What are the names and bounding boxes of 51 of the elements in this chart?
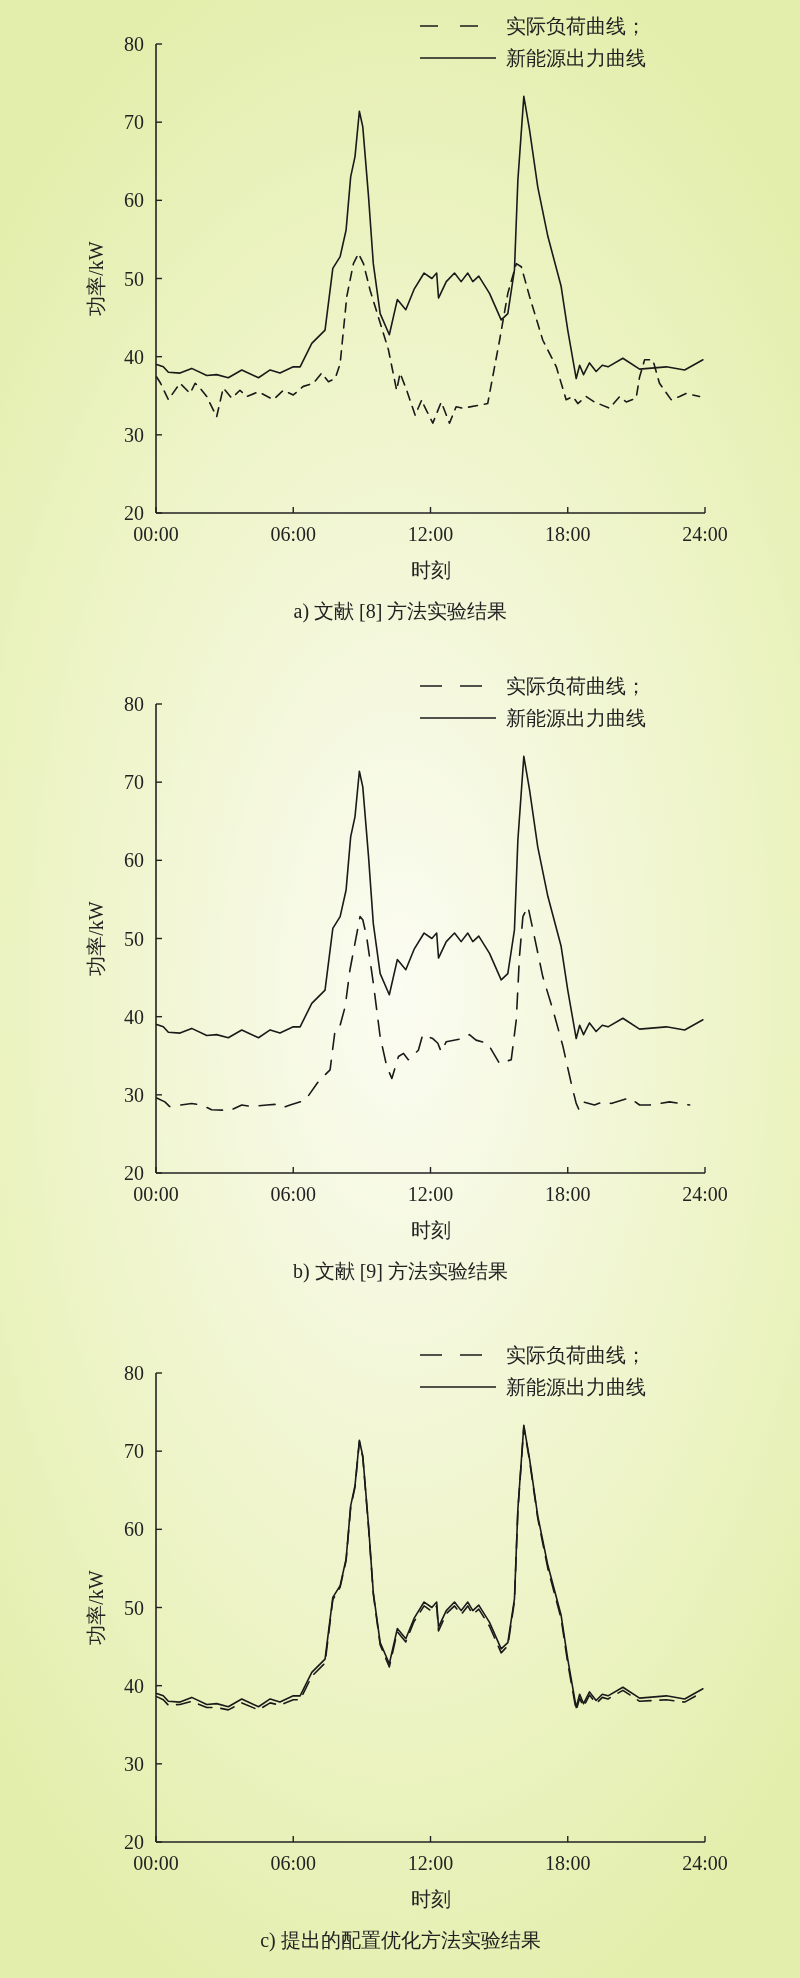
x-tick-label: 00:00	[133, 1852, 179, 1874]
x-axis-title: 时刻	[410, 1888, 451, 1910]
text: b) 文献 [9] 方法实验结果	[293, 1260, 508, 1283]
y-tick-label: 20	[124, 1162, 144, 1184]
x-tick-label: 06:00	[270, 1852, 317, 1874]
x-tick-label: 00:00	[133, 523, 179, 545]
y-tick-label: 30	[124, 423, 144, 446]
y-tick-label: 60	[124, 1518, 144, 1541]
y-tick-label: 20	[124, 1831, 144, 1853]
y-tick-label: 30	[124, 1083, 144, 1106]
y-tick-label: 40	[124, 1005, 144, 1028]
x-tick-label: 24:00	[682, 1852, 728, 1874]
x-tick-label: 12:00	[407, 1183, 454, 1205]
y-tick-label: 20	[124, 502, 144, 524]
y-tick-label: 60	[124, 189, 144, 212]
y-tick-label: 50	[124, 1596, 144, 1619]
x-tick-label: 18:00	[544, 1852, 591, 1874]
legend-label: 实际负荷曲线；	[506, 675, 646, 697]
y-tick-label: 80	[124, 33, 144, 55]
x-tick-label: 24:00	[682, 523, 728, 545]
x-tick-label: 06:00	[270, 523, 317, 545]
y-axis-title: 功率/kW	[85, 901, 107, 976]
y-tick-label: 40	[124, 345, 144, 368]
x-tick-label: 06:00	[270, 1183, 317, 1205]
y-tick-label: 40	[124, 1674, 144, 1697]
text: a) 文献 [8] 方法实验结果	[293, 600, 508, 623]
x-tick-label: 24:00	[682, 1183, 728, 1205]
y-tick-label: 70	[124, 771, 144, 794]
y-tick-label: 70	[124, 1440, 144, 1463]
x-tick-label: 18:00	[544, 1183, 591, 1205]
legend-label: 新能源出力曲线	[506, 1376, 646, 1398]
y-tick-label: 70	[124, 111, 144, 134]
x-tick-label: 00:00	[133, 1183, 179, 1205]
x-tick-label: 18:00	[544, 523, 591, 545]
y-tick-label: 50	[124, 267, 144, 290]
y-tick-label: 80	[124, 1362, 144, 1384]
y-tick-label: 50	[124, 927, 144, 950]
y-axis-title: 功率/kW	[85, 1570, 107, 1645]
x-axis-title: 时刻	[410, 1219, 451, 1241]
y-tick-label: 80	[124, 693, 144, 715]
legend-label: 新能源出力曲线	[506, 707, 646, 729]
x-tick-label: 12:00	[407, 1852, 454, 1874]
legend-label: 新能源出力曲线	[506, 47, 646, 69]
y-tick-label: 60	[124, 849, 144, 872]
y-tick-label: 30	[124, 1752, 144, 1775]
legend-label: 实际负荷曲线；	[506, 1344, 646, 1366]
x-tick-label: 12:00	[407, 523, 454, 545]
text: c) 提出的配置优化方法实验结果	[260, 1929, 541, 1952]
legend-label: 实际负荷曲线；	[506, 15, 646, 37]
x-axis-title: 时刻	[410, 559, 451, 581]
y-axis-title: 功率/kW	[85, 241, 107, 316]
